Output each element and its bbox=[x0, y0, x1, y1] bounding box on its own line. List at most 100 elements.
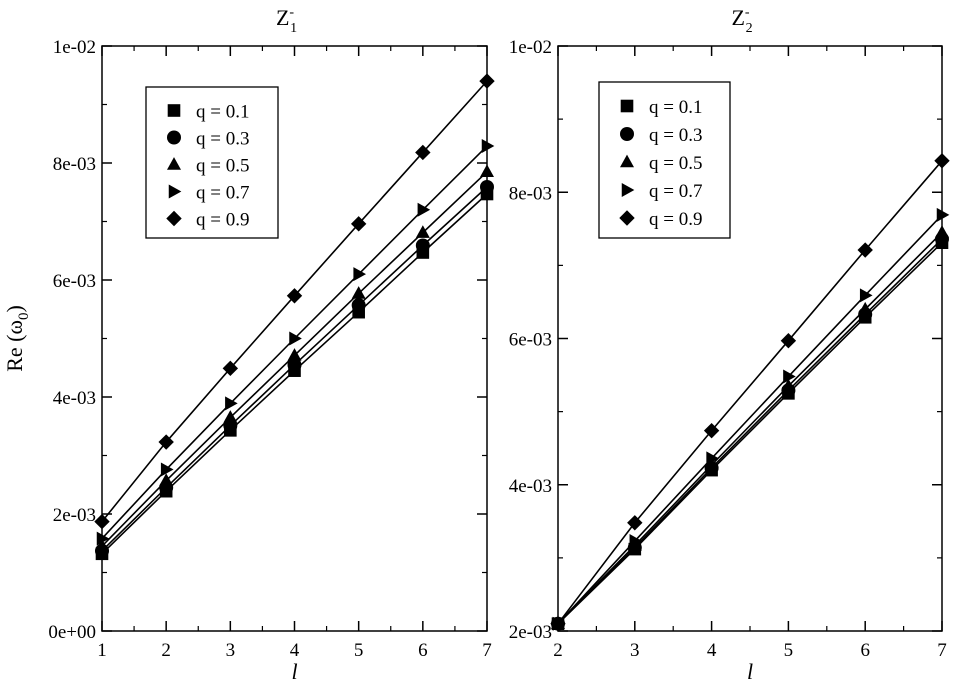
panel-z1: 1 2 3 4 5 6 70e+002e-034e-036e-038e-031e-02Z-1… bbox=[2, 5, 495, 684]
x-axis-label: l bbox=[291, 659, 297, 684]
series-line-circle bbox=[557, 238, 943, 625]
data-point-triangle-up bbox=[223, 410, 238, 423]
legend-marker-circle bbox=[167, 130, 181, 145]
legend: q = 0.1 q = 0.3 q = 0.5 q = 0.7 q = 0.9 bbox=[145, 86, 279, 239]
legend-label: q = 0.5 bbox=[196, 156, 249, 177]
y-axis-label: Re (ω0) bbox=[2, 305, 32, 372]
data-point-triangle-up bbox=[935, 225, 949, 238]
series-line-square bbox=[557, 242, 943, 625]
x-tick-label: 2 bbox=[553, 640, 563, 661]
x-tick-label: 3 bbox=[630, 640, 640, 661]
data-point-triangle-up bbox=[704, 457, 719, 471]
data-point-diamond bbox=[934, 153, 950, 169]
data-point-triangle-up bbox=[858, 301, 873, 315]
data-point-triangle-right bbox=[629, 534, 643, 549]
legend: q = 0.1 q = 0.3 q = 0.5 q = 0.7 q = 0.9 bbox=[598, 81, 731, 239]
x-tick-label: 4 bbox=[290, 640, 300, 661]
data-point-diamond bbox=[703, 422, 720, 439]
legend-label: q = 0.1 bbox=[196, 102, 249, 123]
data-point-triangle-right bbox=[936, 207, 950, 222]
panel-title: Z-1 bbox=[276, 5, 297, 36]
data-point-triangle-right bbox=[859, 288, 873, 303]
data-point-diamond bbox=[627, 515, 643, 531]
data-point-triangle-up bbox=[351, 286, 366, 299]
data-point-triangle-up bbox=[480, 164, 494, 178]
y-axis-label-sub: 0 bbox=[16, 313, 32, 321]
x-tick-label: 5 bbox=[784, 640, 794, 661]
legend-marker-diamond bbox=[166, 210, 182, 227]
y-tick-label: 1e-02 bbox=[509, 37, 552, 58]
legend-label: q = 0.3 bbox=[649, 125, 702, 146]
data-point-triangle-right bbox=[481, 139, 495, 154]
y-tick-label: 0e+00 bbox=[48, 622, 96, 643]
legend-marker-triangle-up bbox=[620, 154, 634, 168]
y-tick-label: 2e-03 bbox=[53, 505, 96, 526]
y-tick-label: 4e-03 bbox=[53, 388, 96, 409]
data-point-diamond bbox=[415, 144, 431, 161]
x-tick-label: 1 bbox=[97, 640, 107, 661]
data-point-triangle-right bbox=[96, 531, 110, 546]
data-point-diamond bbox=[222, 360, 239, 377]
data-point-triangle-up bbox=[159, 473, 174, 486]
legend-marker-diamond bbox=[619, 210, 635, 226]
panel-title-sup: - bbox=[745, 5, 750, 20]
data-point-triangle-right bbox=[225, 396, 238, 411]
data-point-circle bbox=[415, 238, 430, 253]
data-point-triangle-right bbox=[783, 369, 796, 384]
legend-label: q = 0.9 bbox=[649, 209, 702, 230]
y-axis-label-main: Re (ω bbox=[2, 320, 27, 372]
panel-title-sup: - bbox=[289, 5, 294, 20]
legend-marker-triangle-up bbox=[167, 157, 181, 170]
data-point-diamond bbox=[857, 242, 873, 258]
legend-label: q = 0.7 bbox=[649, 181, 702, 202]
data-point-triangle-up bbox=[287, 348, 302, 361]
data-point-triangle-up bbox=[415, 225, 430, 238]
x-tick-label: 6 bbox=[418, 640, 428, 661]
series-line-diamond bbox=[557, 160, 943, 625]
panel-title-sub: 2 bbox=[746, 21, 753, 36]
panel-title-main: Z bbox=[276, 5, 289, 30]
data-point-diamond bbox=[479, 73, 495, 89]
data-point-diamond bbox=[550, 615, 566, 632]
data-point-diamond bbox=[350, 216, 367, 232]
data-point-triangle-right bbox=[417, 202, 431, 217]
legend-marker-square bbox=[167, 104, 181, 117]
y-tick-label: 6e-03 bbox=[53, 271, 96, 292]
y-tick-label: 6e-03 bbox=[509, 330, 552, 351]
y-tick-label: 1e-02 bbox=[53, 37, 96, 58]
legend-marker-circle bbox=[620, 127, 634, 141]
data-point-triangle-up bbox=[781, 378, 796, 392]
x-tick-label: 7 bbox=[937, 640, 947, 661]
x-tick-label: 5 bbox=[354, 640, 364, 661]
data-point-diamond bbox=[286, 288, 303, 304]
panel-title-sub: 1 bbox=[290, 21, 297, 36]
y-tick-label: 8e-03 bbox=[509, 183, 552, 204]
panel-title-main: Z bbox=[731, 5, 744, 30]
data-point-triangle-right bbox=[160, 462, 174, 477]
legend-marker-triangle-right bbox=[621, 183, 635, 197]
legend-label: q = 0.7 bbox=[196, 183, 249, 204]
series-line-triangle-right bbox=[557, 214, 943, 625]
legend-label: q = 0.3 bbox=[196, 129, 249, 150]
legend-label: q = 0.9 bbox=[196, 210, 249, 231]
x-tick-label: 2 bbox=[161, 640, 171, 661]
y-axis-label-close: ) bbox=[2, 305, 27, 312]
legend-label: q = 0.1 bbox=[649, 97, 702, 118]
data-point-diamond bbox=[158, 434, 174, 450]
series-line-triangle-up bbox=[557, 231, 943, 625]
x-tick-label: 7 bbox=[482, 640, 492, 661]
data-point-circle bbox=[480, 179, 494, 194]
legend-label: q = 0.5 bbox=[649, 153, 702, 174]
x-tick-label: 6 bbox=[860, 640, 870, 661]
legend-marker-square bbox=[620, 99, 634, 113]
data-point-circle bbox=[287, 357, 302, 372]
data-point-triangle-right bbox=[706, 451, 719, 466]
legend-marker-triangle-right bbox=[168, 184, 182, 199]
data-point-triangle-right bbox=[353, 267, 367, 282]
data-point-triangle-right bbox=[289, 331, 302, 346]
data-point-diamond bbox=[780, 332, 797, 349]
y-tick-label: 2e-03 bbox=[509, 622, 552, 643]
y-tick-label: 4e-03 bbox=[509, 476, 552, 497]
